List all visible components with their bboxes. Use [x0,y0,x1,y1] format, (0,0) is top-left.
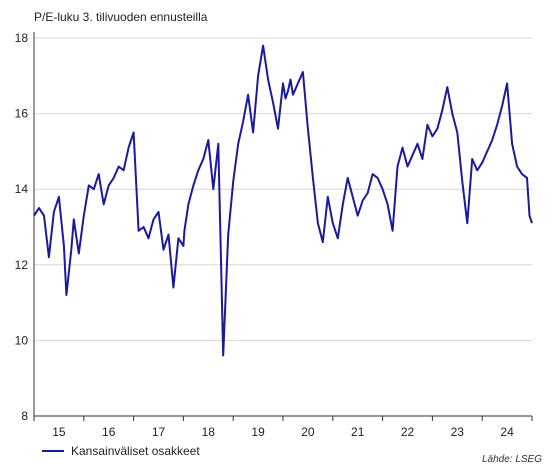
x-tick-label: 18 [202,425,216,439]
x-axis: 15 16 17 18 19 20 21 22 23 24 [33,32,533,439]
y-tick-label: 12 [15,258,29,272]
x-tick-label: 21 [351,425,365,439]
x-tick-label: 20 [301,425,315,439]
source-note: Lähde: LSEG [482,454,542,465]
x-tick-label: 23 [451,425,465,439]
horizontal-gridlines [34,37,532,417]
y-tick-label: 14 [15,182,29,196]
series-lines [33,44,533,357]
y-tick-label: 16 [15,107,29,121]
x-tick-label: 24 [500,425,514,439]
x-tick-label: 22 [401,425,415,439]
y-tick-label: 18 [15,31,29,45]
chart-title: P/E-luku 3. tilivuoden ennusteilla [34,10,208,24]
x-tick-label: 17 [152,425,166,439]
series-line-0 [33,44,533,357]
y-tick-label: 10 [15,333,29,347]
legend-label: Kansainväliset osakkeet [71,444,200,458]
y-axis-ticks: 8 10 12 14 16 18 [15,31,29,423]
x-tick-label: 15 [52,425,66,439]
legend: Kansainväliset osakkeet [42,444,200,458]
x-tick-label: 16 [102,425,116,439]
y-tick-label: 8 [21,409,28,423]
x-tick-label: 19 [251,425,265,439]
